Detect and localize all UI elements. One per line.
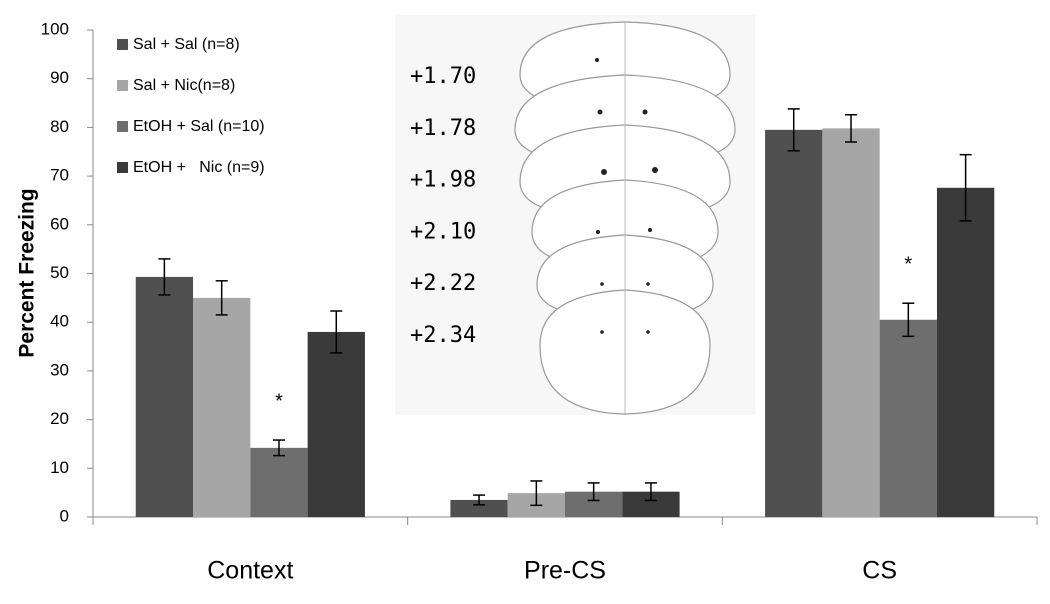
error-bar (845, 113, 858, 143)
error-bar (644, 482, 657, 502)
error-bar (215, 280, 228, 316)
bar (250, 447, 308, 517)
bar (765, 129, 823, 517)
site (601, 169, 607, 175)
inset-label: +2.10 (410, 219, 476, 244)
legend-label: Sal + Nic(n=8) (133, 77, 235, 94)
y-tick-label: 0 (60, 506, 69, 525)
y-tick-label: 80 (50, 117, 69, 136)
error-bar (787, 108, 800, 152)
error-bar (330, 310, 343, 354)
legend-swatch (117, 39, 128, 50)
site (642, 109, 648, 115)
site (648, 228, 652, 232)
error-bar (959, 153, 972, 222)
y-tick-label: 40 (50, 312, 69, 331)
error-bar (272, 439, 285, 457)
legend-swatch (117, 121, 128, 132)
error-bar (587, 482, 600, 502)
legend-label: Sal + Sal (n=8) (133, 36, 240, 53)
bar (936, 187, 995, 517)
error-bar (473, 494, 486, 506)
site (600, 330, 604, 334)
significance-marker: * (904, 253, 912, 275)
legend-swatch (117, 80, 128, 91)
y-tick-label: 90 (50, 68, 69, 87)
site (595, 58, 599, 62)
inset-label: +2.34 (410, 323, 476, 348)
error-bar (530, 480, 543, 507)
x-tick-label: CS (862, 557, 897, 585)
site (597, 109, 603, 115)
y-axis-title: Percent Freezing (16, 188, 39, 357)
bar (193, 297, 251, 517)
bar (822, 128, 880, 517)
legend-label: EtOH + Nic (n=9) (133, 159, 265, 176)
inset-label: +1.98 (410, 168, 476, 193)
inset-brain-sections (395, 15, 755, 415)
bar (879, 319, 937, 517)
y-tick-label: 70 (50, 166, 69, 185)
site (646, 330, 650, 334)
legend-swatch (117, 162, 128, 173)
significance-marker: * (275, 390, 283, 412)
legend-label: EtOH + Sal (n=10) (133, 118, 265, 135)
y-tick-label: 60 (50, 214, 69, 233)
y-tick-label: 50 (50, 263, 69, 282)
y-tick-label: 30 (50, 360, 69, 379)
site (646, 282, 650, 286)
y-tick-label: 20 (50, 409, 69, 428)
bar (135, 276, 194, 517)
site (600, 282, 604, 286)
y-tick-label: 100 (41, 19, 69, 38)
x-tick-label: Context (207, 557, 293, 585)
bar (307, 331, 365, 517)
y-tick-label: 10 (50, 458, 69, 477)
error-bar (902, 302, 915, 338)
inset-label: +1.70 (410, 64, 476, 89)
site (596, 230, 600, 234)
x-tick-label: Pre-CS (524, 557, 606, 585)
site (652, 167, 658, 173)
error-bar (158, 258, 171, 296)
inset-label: +2.22 (410, 271, 476, 296)
inset-label: +1.78 (410, 116, 476, 141)
bar (450, 499, 508, 517)
